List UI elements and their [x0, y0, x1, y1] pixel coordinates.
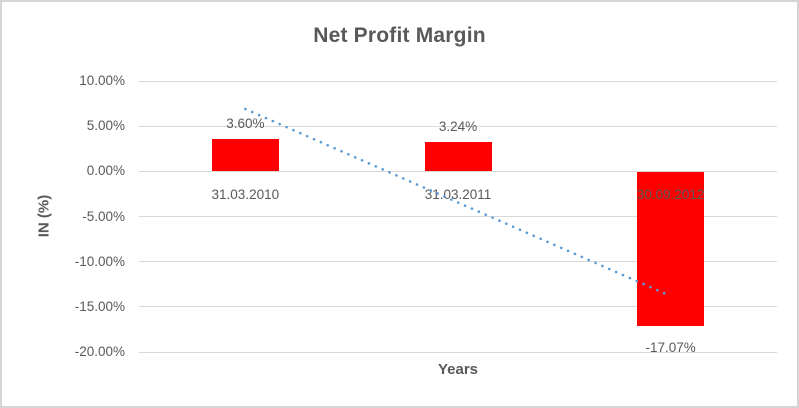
y-axis-tick-label: 0.00%	[86, 163, 125, 179]
gridline	[139, 306, 777, 308]
bar-data-label: 3.60%	[226, 115, 265, 131]
x-axis-category-label: 31.03.2011	[424, 187, 492, 203]
chart-bar	[424, 142, 492, 172]
y-axis-tick-label: 10.00%	[79, 73, 125, 88]
bar-data-label: -17.07%	[645, 339, 696, 355]
x-axis-category-label: 31.03.2010	[211, 187, 280, 203]
y-axis-tick-label: 5.00%	[86, 118, 125, 134]
y-axis-tick-label: -20.00%	[74, 344, 125, 359]
gridline	[139, 351, 777, 353]
gridline	[139, 80, 777, 82]
x-axis-title: Years	[437, 361, 479, 378]
chart-bar	[211, 138, 279, 172]
y-axis-tick-label: -15.00%	[74, 298, 125, 314]
y-axis-tick-label: -5.00%	[82, 208, 125, 224]
y-axis-tick-label: -10.00%	[74, 253, 125, 269]
bar-data-label: 3.24%	[438, 119, 478, 135]
x-axis-category-label: 30.09.2012	[636, 187, 705, 203]
chart-title: Net Profit Margin	[313, 24, 486, 47]
